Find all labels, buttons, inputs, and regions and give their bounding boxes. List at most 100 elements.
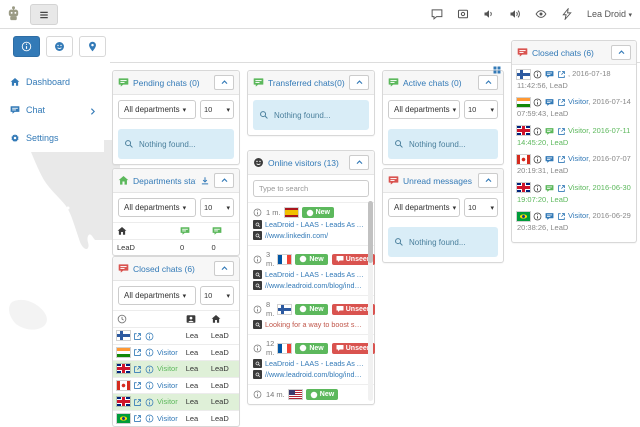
- sidebar-item-chat[interactable]: Chat: [0, 96, 104, 124]
- open-chat-icon[interactable]: [557, 125, 566, 137]
- collapse-button[interactable]: [349, 155, 369, 170]
- info-icon[interactable]: [533, 97, 542, 109]
- panel-title[interactable]: Unread messages (0): [403, 175, 474, 186]
- page-size-select[interactable]: 10 ▾: [464, 198, 498, 217]
- chat-icon[interactable]: [545, 97, 554, 109]
- info-icon[interactable]: [253, 208, 262, 217]
- visitor-page-link[interactable]: //www.leadroid.com/blog/index.php/...: [253, 280, 364, 291]
- table-row[interactable]: Visitor Lea LeaD: [113, 409, 239, 427]
- visitor-row[interactable]: 12 m. New Unseen LeaDroid - LAAS - Leads…: [248, 334, 376, 384]
- visitor-page-link[interactable]: LeaDroid - LAAS - Leads As A Service: [253, 219, 364, 230]
- department-filter[interactable]: All departments ▾: [118, 100, 196, 119]
- page-size-select[interactable]: 10 ▾: [200, 100, 234, 119]
- collapse-button[interactable]: [478, 173, 498, 188]
- menu-toggle-button[interactable]: [30, 4, 58, 25]
- info-icon[interactable]: [253, 304, 262, 314]
- collapse-button[interactable]: [214, 261, 234, 276]
- visitor-page-link[interactable]: //www.linkedin.com/: [253, 230, 364, 241]
- table-row[interactable]: Visitor Lea LeaD: [113, 376, 239, 394]
- open-chat-icon[interactable]: [133, 381, 142, 391]
- scrollbar-thumb[interactable]: [368, 201, 373, 263]
- panel-title[interactable]: Pending chats (0): [133, 77, 200, 88]
- info-icon[interactable]: [533, 182, 542, 194]
- info-icon[interactable]: [145, 397, 154, 407]
- collapse-button[interactable]: [349, 75, 369, 90]
- user-menu[interactable]: Lea Droid ▾: [586, 9, 632, 19]
- panel-title[interactable]: Online visitors (13): [268, 157, 339, 168]
- closed-chat-item[interactable]: Visitor, 2016-07-07 20:19:31, LeaD: [517, 154, 631, 176]
- info-icon[interactable]: [253, 343, 262, 353]
- open-chat-icon[interactable]: [133, 364, 142, 374]
- open-chat-icon[interactable]: [133, 397, 142, 407]
- volume-down-icon[interactable]: [483, 5, 495, 23]
- tile-windows-icon[interactable]: [493, 61, 501, 79]
- page-size-select[interactable]: 10 ▾: [200, 198, 234, 217]
- info-icon[interactable]: [145, 364, 154, 374]
- department-filter[interactable]: All departments ▾: [388, 100, 460, 119]
- scrollbar[interactable]: [368, 201, 373, 401]
- panel-title[interactable]: Closed chats (6): [532, 47, 594, 58]
- open-chat-icon[interactable]: [557, 182, 566, 194]
- panel-title[interactable]: Transferred chats(0): [268, 77, 345, 88]
- sidebar-item-dashboard[interactable]: Dashboard: [0, 68, 104, 96]
- department-filter[interactable]: All departments ▾: [388, 198, 460, 217]
- visibility-icon[interactable]: [535, 5, 547, 23]
- closed-chat-item[interactable]: Visitor, 2016-06-29 20:38:26, LeaD: [517, 210, 631, 233]
- chat-icon[interactable]: [545, 125, 554, 137]
- bolt-icon[interactable]: [561, 5, 573, 23]
- info-icon[interactable]: [533, 210, 542, 222]
- visitor-row[interactable]: 8 m. New Unseen Looking for a way to boo…: [248, 295, 376, 334]
- info-icon[interactable]: [253, 254, 262, 264]
- collapse-button[interactable]: [214, 173, 234, 188]
- table-row[interactable]: Lea LeaD: [113, 327, 239, 345]
- panel-title[interactable]: Departments stats (1): [133, 175, 196, 186]
- volume-up-icon[interactable]: [509, 5, 521, 23]
- screen-capture-icon[interactable]: [457, 5, 469, 23]
- info-icon[interactable]: [533, 68, 542, 80]
- chat-icon[interactable]: [545, 182, 554, 194]
- visitor-search-phrase[interactable]: Looking for a way to boost sales thro...: [253, 319, 364, 330]
- tab-visitors[interactable]: [46, 36, 73, 57]
- closed-chat-item[interactable]: Visitor, 2016-06-30 19:07:20, LeaD: [517, 182, 631, 204]
- table-row[interactable]: Visitor Lea LeaD: [113, 343, 239, 361]
- collapse-button[interactable]: [478, 75, 498, 90]
- chat-toolbar-icon[interactable]: [431, 5, 443, 23]
- department-filter[interactable]: All departments ▾: [118, 198, 196, 217]
- chat-icon[interactable]: [545, 68, 554, 80]
- open-chat-icon[interactable]: [133, 331, 142, 341]
- tab-map[interactable]: [79, 36, 106, 57]
- sidebar-item-settings[interactable]: Settings: [0, 124, 104, 152]
- open-chat-icon[interactable]: [557, 97, 566, 109]
- visitor-page-link[interactable]: //www.leadroid.com/blog/index.php/...: [253, 369, 364, 380]
- department-filter[interactable]: All departments ▾: [118, 286, 196, 305]
- visitor-page-link[interactable]: LeaDroid - LAAS - Leads As A Service: [253, 269, 364, 280]
- page-size-select[interactable]: 10 ▾: [200, 286, 234, 305]
- collapse-button[interactable]: [611, 45, 631, 60]
- closed-chat-item[interactable]: , 2016-07-18 11:42:56, LeaD: [517, 68, 611, 90]
- visitor-row[interactable]: 1 m. New LeaDroid - LAAS - Leads As A Se…: [248, 202, 374, 245]
- chat-icon[interactable]: [545, 154, 554, 166]
- tab-info[interactable]: [13, 36, 40, 57]
- info-icon[interactable]: [533, 154, 542, 166]
- open-chat-icon[interactable]: [133, 348, 142, 358]
- info-icon[interactable]: [533, 125, 542, 137]
- info-icon[interactable]: [253, 390, 262, 399]
- visitor-page-link[interactable]: LeaDroid - LAAS - Leads As A Service: [253, 358, 364, 369]
- visitor-row[interactable]: 14 m. New: [248, 384, 374, 404]
- closed-chat-item[interactable]: Visitor, 2016-07-11 14:45:20, LeaD: [517, 125, 631, 147]
- panel-title[interactable]: Closed chats (6): [133, 263, 195, 274]
- visitor-search-input[interactable]: [253, 180, 369, 197]
- chat-icon[interactable]: [545, 210, 554, 222]
- info-icon[interactable]: [145, 331, 154, 341]
- download-icon[interactable]: [200, 176, 210, 186]
- collapse-button[interactable]: [214, 75, 234, 90]
- table-row[interactable]: Visitor Lea LeaD: [113, 393, 239, 411]
- info-icon[interactable]: [145, 348, 154, 358]
- open-chat-icon[interactable]: [133, 414, 142, 424]
- info-icon[interactable]: [145, 381, 154, 391]
- page-size-select[interactable]: 10 ▾: [464, 100, 498, 119]
- open-chat-icon[interactable]: [557, 154, 566, 166]
- table-row[interactable]: Visitor Lea LeaD: [113, 360, 239, 378]
- closed-chat-item[interactable]: Visitor, 2016-07-14 07:59:43, LeaD: [517, 97, 631, 119]
- open-chat-icon[interactable]: [557, 210, 566, 222]
